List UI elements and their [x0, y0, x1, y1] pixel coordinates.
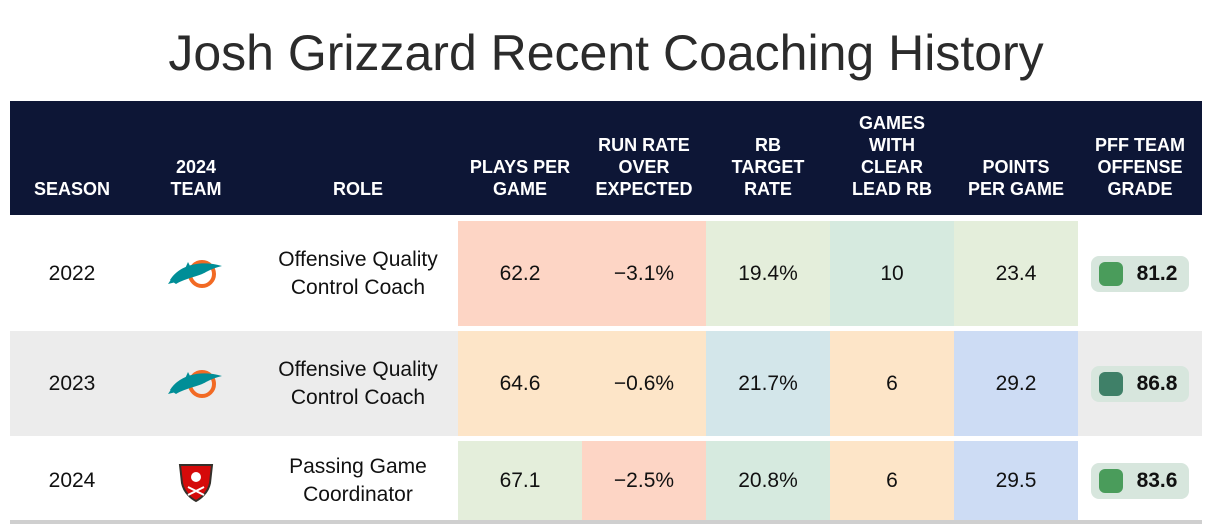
table-bottom-border — [10, 520, 1202, 524]
col-header-role: ROLE — [332, 179, 383, 199]
page-title: Josh Grizzard Recent Coaching History — [168, 25, 1044, 81]
col-header-team: 2024 TEAM — [170, 157, 222, 199]
grade-badge: 83.6 — [1090, 462, 1190, 499]
season-cell: 2023 — [48, 371, 96, 395]
col-header-grade: PFF TEAM OFFENSE GRADE — [1095, 135, 1185, 199]
ppg-cell: 23.4 — [954, 221, 1078, 326]
table-row: 2022 Offensive Quality Control Coach 62.… — [10, 221, 1202, 326]
grade-swatch — [1098, 371, 1123, 396]
ppg-cell: 29.5 — [954, 441, 1078, 520]
grade-value: 81.2 — [1136, 261, 1178, 285]
lead-rb-cell: 6 — [830, 331, 954, 436]
grade-cell: 86.8 — [1078, 331, 1202, 436]
rroe-cell: −3.1% — [582, 221, 706, 326]
rroe-cell: −2.5% — [582, 441, 706, 520]
dolphins-logo-icon — [168, 369, 222, 398]
season-cell: 2022 — [48, 261, 96, 285]
dolphins-logo-icon — [168, 259, 222, 288]
col-header-plays: PLAYS PER GAME — [469, 157, 571, 199]
ppg-cell: 29.2 — [954, 331, 1078, 436]
grade-value: 86.8 — [1136, 371, 1178, 395]
plays-cell: 64.6 — [458, 331, 582, 436]
grade-swatch — [1098, 468, 1123, 493]
lead-rb-cell: 6 — [830, 441, 954, 520]
role-cell: Offensive Quality Control Coach — [278, 247, 438, 299]
season-cell: 2024 — [48, 468, 96, 492]
col-header-season: SEASON — [33, 179, 111, 199]
table-header: SEASON 2024 TEAM ROLE PLAYS PER GAME RUN… — [10, 101, 1202, 215]
col-header-rroe: RUN RATE OVER EXPECTED — [595, 135, 693, 199]
plays-cell: 62.2 — [458, 221, 582, 326]
table-row: 2024 Passing Game Coordinator 67.1 −2.5%… — [10, 441, 1202, 520]
rb-target-cell: 20.8% — [706, 441, 830, 520]
col-header-lead-rb: GAMES WITH CLEAR LEAD RB — [852, 113, 932, 199]
team-cell — [134, 221, 258, 326]
lead-rb-cell: 10 — [830, 221, 954, 326]
grade-badge: 86.8 — [1090, 365, 1190, 402]
plays-cell: 67.1 — [458, 441, 582, 520]
col-header-rb-target: RB TARGET RATE — [731, 135, 805, 199]
team-cell — [134, 441, 258, 520]
rroe-cell: −0.6% — [582, 331, 706, 436]
grade-swatch — [1098, 261, 1123, 286]
table-row: 2023 Offensive Quality Control Coach 64.… — [10, 331, 1202, 436]
role-cell: Offensive Quality Control Coach — [278, 357, 438, 409]
grade-badge: 81.2 — [1090, 255, 1190, 292]
grade-cell: 81.2 — [1078, 221, 1202, 326]
rb-target-cell: 19.4% — [706, 221, 830, 326]
buccaneers-logo-icon — [178, 463, 214, 502]
grade-cell: 83.6 — [1078, 441, 1202, 520]
rb-target-cell: 21.7% — [706, 331, 830, 436]
grade-value: 83.6 — [1136, 468, 1178, 492]
col-header-ppg: POINTS PER GAME — [967, 157, 1064, 199]
role-cell: Passing Game Coordinator — [289, 454, 427, 506]
team-cell — [134, 331, 258, 436]
